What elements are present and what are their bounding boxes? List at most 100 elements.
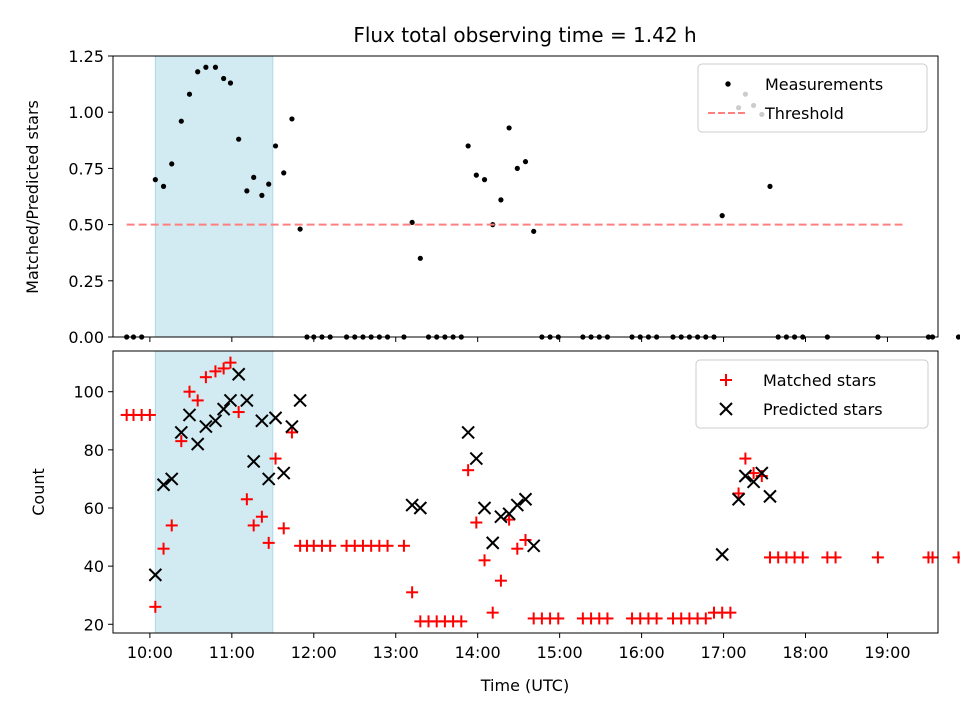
matched-star-point (149, 600, 162, 613)
matched-star-point (494, 574, 507, 587)
y-tick-label: 60 (84, 499, 104, 518)
measurement-point (178, 118, 184, 124)
predicted-star-point (156, 478, 171, 492)
measurement-point (281, 170, 287, 176)
predicted-star-point (715, 547, 729, 562)
x-tick-label: 17:00 (700, 643, 746, 662)
y-tick-label: 40 (84, 557, 104, 576)
matched-star-point (247, 519, 260, 532)
matched-star-point (724, 606, 737, 619)
measurement-point (522, 159, 529, 165)
measurement-point (481, 177, 488, 183)
x-tick-label: 15:00 (537, 643, 583, 662)
y-tick-label: 0.75 (68, 159, 104, 178)
predicted-star-point (277, 466, 291, 480)
y-tick-label: 0.50 (68, 216, 104, 235)
measurement-point (244, 188, 250, 194)
matched-star-point (277, 522, 290, 535)
predicted-star-point (293, 393, 307, 408)
matched-star-point (324, 539, 337, 552)
measurement-point (266, 181, 272, 187)
matched-star-point (175, 435, 188, 448)
measurement-point (221, 75, 227, 82)
legend-label-threshold: Threshold (764, 104, 844, 123)
measurement-point (251, 174, 257, 180)
predicted-star-point (208, 414, 223, 428)
predicted-star-point (731, 492, 746, 506)
matched-star-point (455, 615, 468, 628)
predicted-star-point (518, 492, 533, 506)
top-legend: Measurements Threshold (697, 63, 928, 133)
x-tick-label: 14:00 (455, 643, 501, 662)
legend-label-matched: Matched stars (763, 371, 876, 390)
measurement-point (169, 161, 175, 167)
matched-star-point (262, 536, 275, 549)
measurement-point (160, 183, 167, 189)
matched-star-point (871, 551, 884, 564)
x-tick-label: 13:00 (373, 643, 419, 662)
measurement-point (531, 228, 537, 234)
legend-marker-measurements (725, 81, 731, 87)
matched-star-point (240, 493, 253, 506)
matched-star-point (470, 516, 483, 529)
highlight-span (154, 350, 274, 634)
y-tick-label: 1.00 (68, 103, 104, 122)
matched-star-point (191, 394, 204, 407)
predicted-star-point (755, 466, 769, 480)
measurement-point (259, 192, 265, 198)
matched-star-point (143, 408, 156, 421)
predicted-star-point (165, 472, 179, 486)
predicted-star-point (763, 489, 777, 504)
matched-star-point (478, 554, 491, 567)
matched-star-point (739, 452, 752, 465)
matched-star-point (269, 452, 282, 465)
top-plot-frame (112, 55, 939, 338)
x-tick-label: 19:00 (864, 643, 910, 662)
predicted-star-point (148, 568, 163, 582)
measurement-point (417, 255, 423, 261)
matched-star-point (406, 586, 419, 599)
predicted-star-point (216, 402, 231, 416)
y-tick-label: 0.25 (68, 272, 104, 291)
measurement-point (152, 177, 158, 183)
measurement-point (465, 143, 471, 149)
y-tick-label: 100 (73, 383, 104, 402)
chart-title: Flux total observing time = 1.42 h (353, 23, 696, 47)
measurement-point (212, 64, 219, 70)
measurement-point (719, 213, 725, 219)
predicted-star-point (405, 498, 419, 512)
measurement-point (186, 91, 193, 97)
y-tick-label: 20 (84, 615, 104, 634)
bottom-y-axis-label: Count (29, 468, 48, 516)
predicted-star-point (477, 501, 492, 515)
top-legend-box (697, 63, 928, 133)
measurement-point (409, 219, 415, 225)
y-tick-label: 0.00 (68, 328, 104, 347)
highlight-span (154, 55, 274, 338)
matched-star-point (650, 612, 663, 625)
matched-star-point (462, 464, 475, 477)
matched-star-point (829, 551, 842, 564)
predicted-star-point (240, 393, 254, 408)
measurement-point (506, 125, 512, 131)
predicted-star-point (526, 539, 541, 553)
measurement-point (227, 80, 234, 86)
measurement-point (272, 143, 279, 149)
x-tick-label: 11:00 (209, 643, 255, 662)
predicted-star-point (182, 408, 197, 422)
matched-star-point (209, 365, 222, 378)
matched-star-point (926, 551, 939, 564)
matched-star-point (165, 519, 178, 532)
matched-star-point (486, 606, 499, 619)
predicted-star-point (262, 472, 276, 486)
y-tick-label: 80 (84, 441, 104, 460)
predicted-star-point (469, 451, 484, 466)
matched-star-point (511, 542, 524, 555)
predicted-star-point (494, 510, 508, 524)
predicted-star-point (510, 498, 525, 512)
y-tick-label: 1.25 (68, 47, 104, 66)
predicted-star-point (231, 367, 246, 381)
legend-label-predicted: Predicted stars (763, 400, 883, 419)
legend-label-measurements: Measurements (765, 75, 883, 94)
